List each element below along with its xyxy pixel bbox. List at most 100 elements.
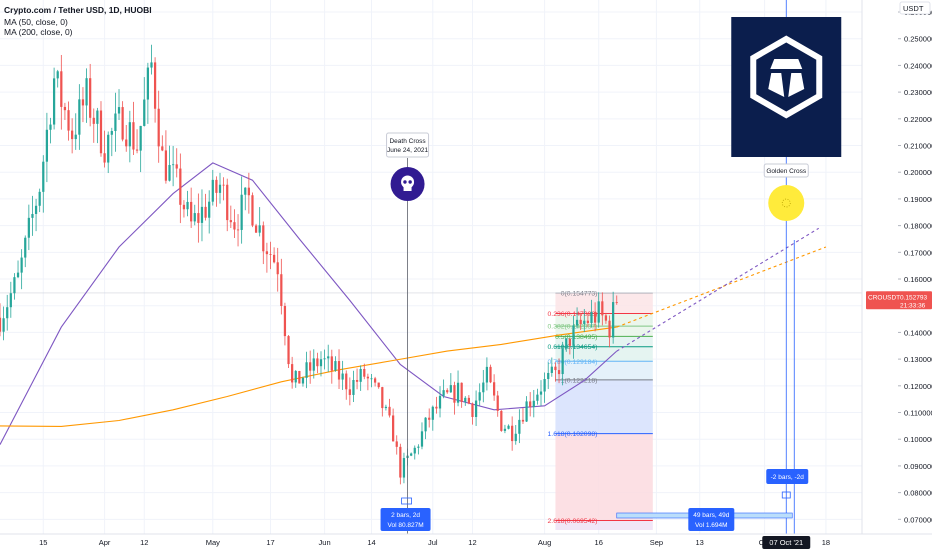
candle-body — [536, 394, 539, 401]
candle-body — [402, 458, 406, 478]
candle-body — [539, 391, 543, 395]
ma50-legend[interactable]: MA (50, close, 0) — [4, 17, 68, 27]
fibonacci-retracement[interactable]: 0(0.154773)0.236(0.147090)0.382(0.142337… — [0, 290, 862, 530]
candle-body — [377, 382, 380, 388]
candle-body — [413, 447, 416, 454]
candle-body — [132, 122, 135, 150]
candle-body — [428, 417, 431, 420]
candle-body — [193, 213, 196, 222]
candle-body — [345, 373, 348, 390]
candle-body — [200, 206, 204, 223]
x-tick-label: 15 — [39, 538, 47, 547]
candle-body — [392, 415, 395, 442]
x-tick-label: 16 — [595, 538, 603, 547]
candle-body — [9, 293, 12, 308]
candle-body — [583, 320, 586, 325]
candle-body — [381, 387, 384, 409]
candle-body — [514, 433, 517, 442]
candle-body — [89, 78, 92, 118]
moving-averages — [0, 162, 827, 445]
candle-body — [309, 362, 312, 371]
candle-body — [81, 99, 85, 106]
candle-body — [143, 99, 146, 126]
crosshair-date-badge — [762, 536, 811, 549]
measure-range — [401, 497, 412, 505]
candle-body — [334, 361, 337, 371]
fib-zone — [555, 520, 653, 530]
candle-body — [456, 382, 460, 403]
candle-body — [503, 428, 507, 431]
x-tick-label: May — [206, 538, 220, 547]
candle-body — [197, 213, 200, 223]
candle-body — [323, 358, 326, 360]
ma200-legend[interactable]: MA (200, close, 0) — [4, 27, 73, 37]
candle-body — [135, 149, 139, 151]
candle-body — [388, 406, 391, 416]
fib-zone — [555, 379, 653, 434]
ma-line — [0, 326, 617, 427]
measure-box — [766, 469, 809, 484]
candle-body — [78, 99, 81, 135]
last-price-symbol: CROUSDT — [868, 294, 900, 301]
candle-body — [186, 201, 189, 210]
candle-body — [107, 134, 110, 163]
fib-zone — [555, 361, 653, 380]
candle-body — [233, 222, 236, 230]
candle-body — [262, 225, 265, 252]
fib-zone — [555, 292, 653, 314]
candle-body — [615, 302, 618, 303]
measure-label: -2 bars, -2d — [771, 474, 805, 481]
death-cross-date: June 24, 2021 — [387, 147, 429, 154]
candle-body — [359, 368, 362, 382]
candle-body — [579, 319, 582, 325]
candle-body — [518, 419, 521, 434]
candle-body — [287, 336, 290, 365]
candle-body — [590, 312, 593, 323]
candle-body — [24, 237, 27, 258]
candle-body — [16, 272, 20, 278]
fib-zone — [555, 346, 653, 362]
candle-body — [597, 301, 600, 323]
candle-body — [395, 441, 398, 447]
candle-body — [283, 305, 287, 337]
candle-body — [92, 117, 95, 124]
candle-body — [218, 184, 222, 193]
candle-body — [99, 110, 103, 154]
crypto-com-logo-right — [788, 73, 805, 97]
candle-body — [521, 419, 525, 422]
candle-body — [532, 400, 535, 408]
candle-body — [507, 425, 510, 429]
candle-body — [410, 453, 413, 456]
candle-body — [215, 179, 218, 193]
candle-body — [565, 338, 568, 349]
candle-body — [557, 370, 561, 375]
candle-body — [348, 389, 351, 395]
candle-body — [74, 134, 77, 140]
candle-body — [547, 372, 550, 379]
last-price-countdown: 21:33:36 — [900, 302, 926, 309]
candle-body — [179, 168, 182, 205]
candle-body — [327, 356, 330, 359]
measure-label: 2 bars, 2d — [391, 512, 420, 519]
candle-body — [247, 187, 250, 196]
candle-body — [280, 274, 283, 306]
candle-body — [294, 370, 297, 383]
candle-body — [258, 225, 261, 233]
candle-body — [168, 164, 171, 181]
candle-body — [446, 390, 449, 393]
candle-body — [568, 338, 571, 346]
candle-body — [229, 220, 232, 223]
crypto-com-logo-top — [770, 59, 803, 69]
golden-cross-label-box — [763, 163, 809, 178]
x-tick-label: 18 — [822, 538, 830, 547]
candle-body — [460, 382, 463, 402]
